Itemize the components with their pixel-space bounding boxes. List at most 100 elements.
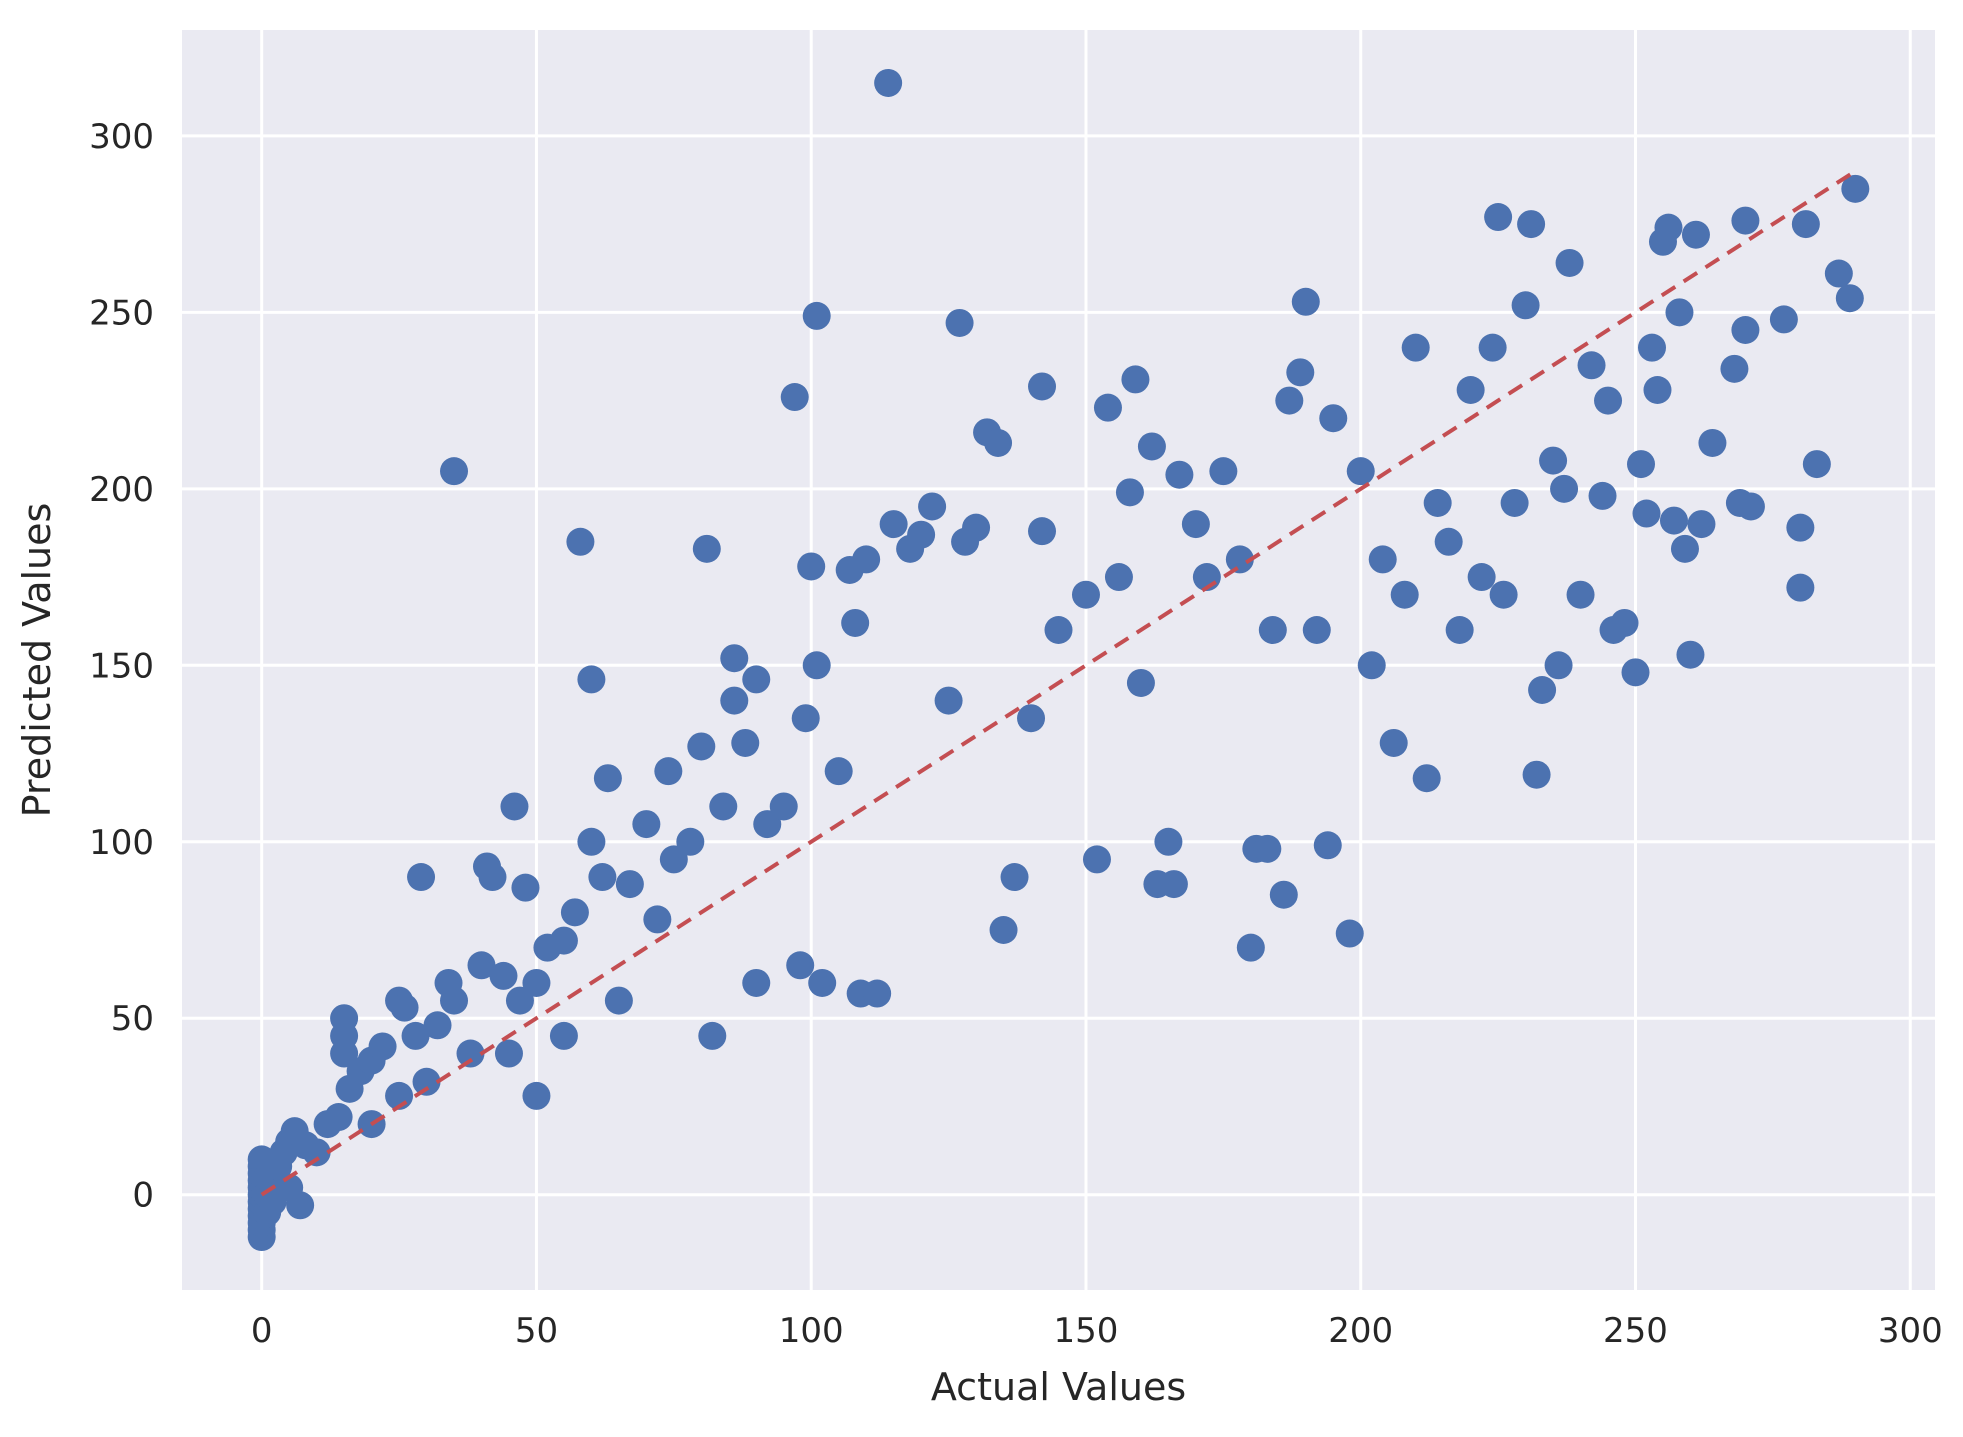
data-point xyxy=(1423,488,1452,517)
data-point xyxy=(456,1039,485,1068)
data-point xyxy=(560,898,589,927)
data-point xyxy=(753,810,782,839)
y-axis-ticks: 0 50 100 150 200 250 300 xyxy=(89,117,154,1216)
data-point xyxy=(1104,563,1133,592)
data-point xyxy=(852,545,881,574)
data-point xyxy=(286,1191,315,1220)
data-point xyxy=(549,926,578,955)
data-point xyxy=(1484,203,1513,232)
data-point xyxy=(632,810,661,839)
data-point xyxy=(1802,450,1831,479)
data-point xyxy=(549,1021,578,1050)
data-point xyxy=(440,457,469,486)
data-point xyxy=(1610,608,1639,637)
data-point xyxy=(1401,333,1430,362)
data-point xyxy=(989,916,1018,944)
data-point xyxy=(1736,492,1765,521)
data-point xyxy=(1412,764,1441,793)
data-point xyxy=(478,863,507,892)
data-point xyxy=(522,968,551,997)
data-point xyxy=(742,665,771,694)
data-point xyxy=(918,492,947,521)
x-tick-label: 250 xyxy=(1603,1311,1668,1351)
data-point xyxy=(1071,580,1100,609)
data-point xyxy=(802,301,831,330)
data-point xyxy=(1643,376,1672,404)
data-point xyxy=(1539,446,1568,475)
data-point xyxy=(709,792,738,821)
data-point xyxy=(1731,316,1760,344)
data-point xyxy=(1313,831,1342,860)
data-point xyxy=(1028,517,1057,546)
data-point xyxy=(1824,259,1853,288)
data-point xyxy=(1082,845,1111,874)
data-point xyxy=(467,951,496,980)
data-point xyxy=(615,870,644,899)
data-point xyxy=(412,1067,441,1096)
data-point xyxy=(577,827,606,856)
data-point xyxy=(588,863,617,892)
data-point xyxy=(1121,365,1150,394)
data-point xyxy=(1632,499,1661,528)
data-point xyxy=(731,728,760,757)
data-point xyxy=(1165,460,1194,489)
data-point xyxy=(1028,372,1057,401)
data-point xyxy=(659,845,688,874)
x-tick-label: 200 xyxy=(1328,1311,1393,1351)
data-point xyxy=(1786,513,1815,542)
x-tick-label: 0 xyxy=(251,1311,273,1351)
data-point xyxy=(1627,450,1656,479)
y-tick-label: 150 xyxy=(89,646,154,686)
data-point xyxy=(742,968,771,997)
data-point xyxy=(786,951,815,980)
data-point xyxy=(1181,510,1210,539)
data-point xyxy=(676,827,705,856)
x-tick-label: 150 xyxy=(1054,1311,1119,1351)
data-point xyxy=(1720,354,1749,383)
data-point xyxy=(1258,616,1287,644)
data-point xyxy=(1786,573,1815,602)
data-points xyxy=(247,68,1870,1252)
data-point xyxy=(1456,376,1485,404)
data-point xyxy=(1379,728,1408,757)
data-point xyxy=(368,1032,397,1061)
data-point xyxy=(841,608,870,637)
y-tick-label: 50 xyxy=(111,999,154,1039)
data-point xyxy=(1445,616,1474,644)
y-axis-label: Predicted Values xyxy=(15,503,59,818)
data-point xyxy=(505,986,534,1015)
data-point xyxy=(1517,210,1546,239)
data-point xyxy=(302,1138,331,1167)
data-point xyxy=(874,68,903,97)
data-point xyxy=(1434,527,1463,556)
data-point xyxy=(797,552,826,581)
data-point xyxy=(1489,580,1518,609)
data-point xyxy=(643,905,672,934)
data-point xyxy=(720,644,749,673)
data-point xyxy=(692,534,721,563)
data-point xyxy=(1681,220,1710,249)
data-point xyxy=(1209,457,1238,486)
data-point xyxy=(522,1081,551,1110)
data-point xyxy=(1577,351,1606,380)
x-axis-label: Actual Values xyxy=(931,1365,1186,1409)
data-point xyxy=(1654,213,1683,242)
data-point xyxy=(1236,933,1265,962)
data-point xyxy=(780,383,809,412)
data-point xyxy=(1269,880,1298,909)
data-point xyxy=(1500,488,1529,517)
data-point xyxy=(1319,404,1348,433)
data-point xyxy=(769,792,798,821)
data-point xyxy=(1522,760,1551,789)
data-point xyxy=(879,510,908,539)
data-point xyxy=(1528,676,1557,704)
data-point xyxy=(1566,580,1595,609)
data-point xyxy=(962,513,991,542)
data-point xyxy=(1687,510,1716,539)
data-point xyxy=(1791,210,1820,239)
data-point xyxy=(1335,919,1364,948)
data-point xyxy=(1621,658,1650,687)
data-point xyxy=(824,757,853,786)
data-point xyxy=(1291,287,1320,316)
x-tick-label: 100 xyxy=(779,1311,844,1351)
